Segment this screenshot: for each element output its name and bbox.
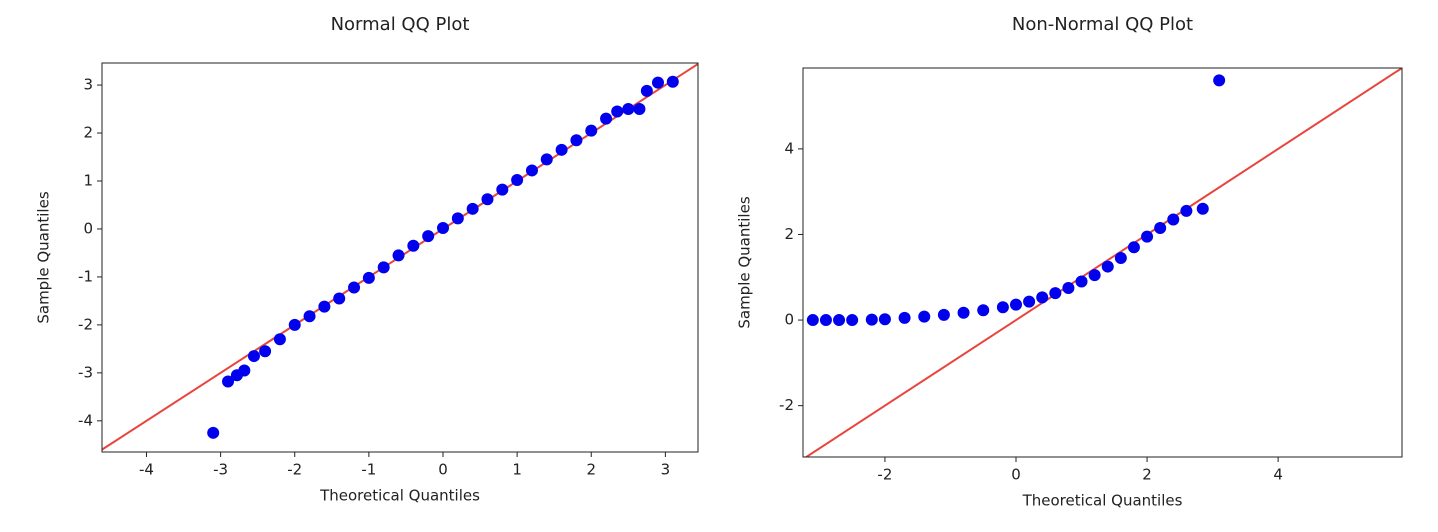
- point: [570, 134, 583, 147]
- y-tick-label: 2: [784, 225, 794, 243]
- plot-frame: [101, 62, 699, 453]
- point: [865, 313, 878, 326]
- point: [466, 202, 479, 215]
- point: [525, 164, 538, 177]
- y-axis-label: Sample Quantiles: [35, 191, 53, 323]
- point: [846, 314, 859, 327]
- point: [833, 314, 846, 327]
- point: [496, 183, 509, 196]
- x-tick-label: 2: [586, 461, 596, 479]
- x-tick-label: -4: [139, 461, 154, 479]
- point: [303, 310, 316, 323]
- point: [957, 306, 970, 319]
- point: [918, 310, 931, 323]
- point: [1196, 202, 1209, 215]
- point: [977, 304, 990, 317]
- point: [511, 174, 524, 187]
- point: [585, 124, 598, 137]
- point: [1154, 222, 1167, 235]
- point: [1062, 281, 1075, 294]
- point: [288, 318, 301, 331]
- y-tick-label: 2: [83, 124, 93, 142]
- point: [898, 311, 911, 324]
- x-tick-label: 1: [512, 461, 522, 479]
- point: [996, 301, 1009, 314]
- x-tick-label: 0: [438, 461, 448, 479]
- y-tick-label: -2: [779, 396, 794, 414]
- point: [540, 153, 553, 166]
- point: [640, 84, 653, 97]
- point: [1101, 260, 1114, 273]
- x-tick-label: -1: [361, 461, 376, 479]
- y-tick-label: 3: [83, 76, 93, 94]
- point: [1036, 291, 1049, 304]
- y-tick-label: -2: [78, 315, 93, 333]
- point: [436, 222, 449, 235]
- point: [422, 230, 435, 243]
- point: [806, 314, 819, 327]
- point: [666, 75, 679, 88]
- point: [362, 271, 375, 284]
- chart-title: Normal QQ Plot: [331, 14, 470, 35]
- point: [1075, 275, 1088, 288]
- reference-line: [804, 68, 1402, 457]
- point: [1023, 295, 1036, 308]
- point: [1088, 269, 1101, 282]
- point: [1213, 74, 1226, 87]
- point: [392, 249, 405, 262]
- point: [259, 345, 272, 358]
- y-tick-label: -4: [78, 411, 93, 429]
- x-tick-label: -2: [877, 466, 892, 484]
- point: [222, 375, 235, 388]
- point: [407, 239, 420, 252]
- point: [1167, 213, 1180, 226]
- point: [1049, 287, 1062, 300]
- point: [207, 426, 220, 439]
- plot-frame: [802, 67, 1403, 458]
- y-tick-label: 1: [83, 171, 93, 189]
- point: [348, 281, 361, 294]
- y-tick-label: -3: [78, 363, 93, 381]
- point: [1009, 298, 1022, 311]
- x-tick-label: 0: [1011, 466, 1021, 484]
- point: [1180, 204, 1193, 217]
- point: [1127, 241, 1140, 254]
- x-tick-label: -3: [213, 461, 228, 479]
- point: [238, 364, 251, 377]
- point: [622, 103, 635, 116]
- point: [451, 212, 464, 225]
- point: [377, 261, 390, 274]
- y-tick-label: 4: [784, 139, 794, 157]
- point: [633, 103, 646, 116]
- point: [651, 76, 664, 89]
- point: [273, 333, 286, 346]
- x-axis-label: Theoretical Quantiles: [1022, 492, 1183, 510]
- point: [247, 350, 260, 363]
- point: [878, 313, 891, 326]
- point: [819, 314, 832, 327]
- x-tick-label: 2: [1142, 466, 1152, 484]
- point: [1141, 230, 1154, 243]
- point: [318, 300, 331, 313]
- x-tick-label: -2: [287, 461, 302, 479]
- x-tick-label: 4: [1273, 466, 1283, 484]
- point: [1114, 252, 1127, 265]
- y-tick-label: -1: [78, 267, 93, 285]
- chart-title: Non-Normal QQ Plot: [1012, 14, 1193, 35]
- point: [481, 193, 494, 206]
- point: [600, 112, 613, 125]
- x-axis-label: Theoretical Quantiles: [319, 487, 480, 505]
- y-tick-label: 0: [784, 311, 794, 329]
- point: [333, 292, 346, 305]
- point: [555, 143, 568, 156]
- y-axis-label: Sample Quantiles: [736, 196, 754, 328]
- point: [937, 308, 950, 321]
- x-tick-label: 3: [661, 461, 671, 479]
- point: [611, 105, 624, 118]
- y-tick-label: 0: [83, 219, 93, 237]
